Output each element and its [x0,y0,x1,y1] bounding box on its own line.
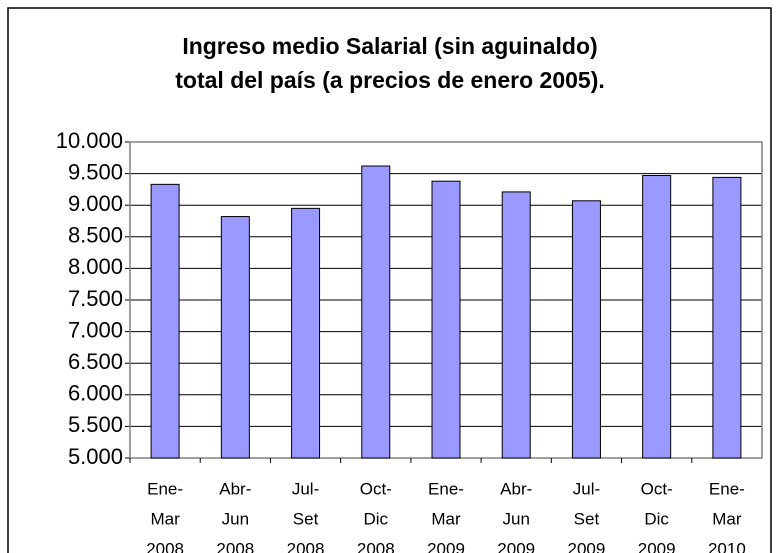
y-tick-label: 7.500 [68,286,123,311]
x-tick-label: Jun [222,509,249,528]
bar [571,200,601,459]
y-tick-label: 8.000 [68,254,123,279]
x-tick-label: Set [574,509,600,528]
y-tick-label: 7.000 [68,317,123,342]
bar [642,174,672,459]
bar [291,207,321,459]
chart-title: total del país (a precios de enero 2005)… [175,67,605,93]
x-tick-label: 2009 [427,539,465,553]
x-tick-label: Ene- [147,479,183,498]
x-tick-label: Abr- [500,479,532,498]
x-tick-label: Oct- [641,479,673,498]
x-tick-label: 2009 [638,539,676,553]
bar [220,216,250,459]
y-tick-label: 5.500 [68,412,123,437]
x-tick-label: 2008 [146,539,184,553]
y-tick-label: 6.500 [68,349,123,374]
x-tick-label: Jun [503,509,530,528]
x-tick-label: Abr- [219,479,251,498]
bar [150,183,180,459]
x-tick-label: Ene- [428,479,464,498]
chart-title: Ingreso medio Salarial (sin aguinaldo) [182,33,597,59]
bar [501,191,531,459]
x-tick-label: Jul- [292,479,319,498]
x-tick-label: Mar [431,509,461,528]
x-tick-label: Ene- [709,479,745,498]
x-tick-label: 2009 [497,539,535,553]
y-tick-label: 8.500 [68,223,123,248]
x-tick-label: 2008 [357,539,395,553]
x-tick-label: 2008 [216,539,254,553]
x-tick-label: 2009 [568,539,606,553]
y-tick-label: 5.000 [68,444,123,469]
y-tick-label: 6.000 [68,381,123,406]
x-tick-label: 2008 [287,539,325,553]
bar [712,176,742,459]
x-tick-label: 2010 [708,539,746,553]
y-tick-label: 10.000 [56,128,123,153]
x-tick-label: Dic [644,509,669,528]
x-tick-label: Dic [363,509,388,528]
x-tick-label: Mar [150,509,180,528]
x-tick-label: Jul- [573,479,600,498]
bar [431,180,461,459]
y-tick-label: 9.500 [68,159,123,184]
x-tick-label: Oct- [360,479,392,498]
x-tick-label: Mar [712,509,742,528]
x-tick-label: Set [293,509,319,528]
y-tick-label: 9.000 [68,191,123,216]
bar [361,165,391,459]
